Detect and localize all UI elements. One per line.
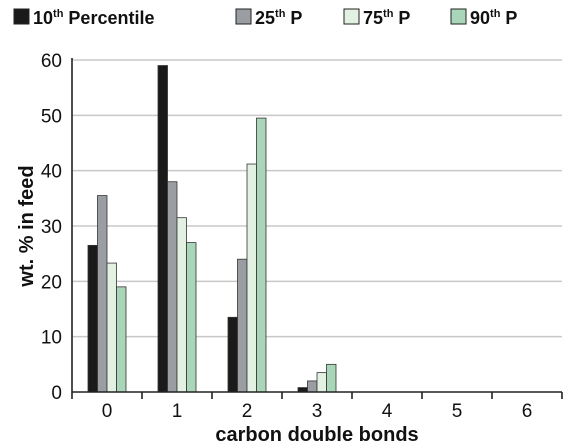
bar-25-cat-3 — [307, 380, 318, 393]
bars — [87, 65, 337, 393]
legend-swatch — [343, 8, 360, 25]
bar-90-cat-0 — [116, 286, 127, 393]
legend-label: 90th P — [470, 8, 517, 28]
axes — [71, 58, 563, 399]
y-tick-label: 0 — [51, 383, 62, 404]
legend-label: 75th P — [363, 8, 410, 28]
x-tick-label: 2 — [242, 401, 253, 422]
gridlines — [72, 59, 562, 338]
y-tick-label: 10 — [41, 328, 62, 349]
bar-75-cat-1 — [176, 217, 187, 393]
x-axis-title: carbon double bonds — [215, 424, 418, 446]
legend-swatch — [450, 8, 467, 25]
legend-swatch — [13, 8, 30, 25]
bar-75-cat-2 — [246, 163, 257, 393]
bar-75-cat-0 — [106, 262, 117, 393]
bar-75-cat-3 — [316, 372, 327, 393]
bar-90-cat-2 — [256, 117, 267, 393]
y-tick-label: 20 — [41, 272, 62, 293]
x-tick-label: 4 — [382, 401, 393, 422]
legend: 10th Percentile 25th P 75th P 90th P — [13, 8, 517, 28]
y-tick-labels: 0 10 20 30 40 50 60 — [41, 51, 62, 404]
bar-90-cat-1 — [186, 242, 197, 393]
y-tick-label: 50 — [41, 106, 62, 127]
x-tick-label: 6 — [522, 401, 533, 422]
bar-90-cat-3 — [326, 363, 337, 393]
x-tick-label: 3 — [312, 401, 323, 422]
bar-25-cat-2 — [237, 258, 248, 393]
bar-25-cat-1 — [167, 181, 178, 393]
x-tick-label: 1 — [172, 401, 183, 422]
y-tick-label: 60 — [41, 51, 62, 72]
bar-25-cat-0 — [97, 195, 108, 393]
bar-10-cat-2 — [227, 316, 238, 393]
x-tick-label: 5 — [452, 401, 463, 422]
y-tick-label: 40 — [41, 162, 62, 183]
x-tick-labels: 0 1 2 3 4 5 6 — [102, 401, 533, 422]
bar-10-cat-0 — [87, 244, 98, 393]
legend-swatch — [235, 8, 252, 25]
legend-label: 10th Percentile — [33, 8, 154, 28]
legend-label: 25th P — [255, 8, 302, 28]
y-tick-label: 30 — [41, 217, 62, 238]
x-tick-label: 0 — [102, 401, 113, 422]
y-axis-title: wt. % in feed — [16, 165, 38, 287]
bar-10-cat-1 — [157, 65, 168, 393]
